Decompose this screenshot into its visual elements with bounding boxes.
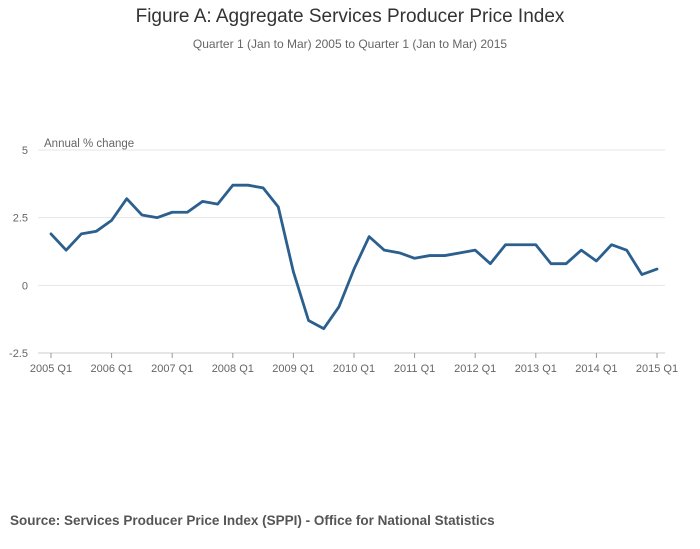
x-tick-label: 2012 Q1 xyxy=(454,363,496,375)
data-point[interactable] xyxy=(306,318,312,324)
data-point[interactable] xyxy=(93,228,99,234)
data-point[interactable] xyxy=(245,182,251,188)
x-tick-label: 2013 Q1 xyxy=(515,363,557,375)
data-point[interactable] xyxy=(230,182,236,188)
data-point[interactable] xyxy=(427,253,433,259)
data-point[interactable] xyxy=(78,231,84,237)
x-tick-label: 2005 Q1 xyxy=(30,363,72,375)
data-point[interactable] xyxy=(200,198,206,204)
series-line xyxy=(49,183,659,331)
y-tick-label: 0 xyxy=(22,280,28,292)
x-tick-label: 2011 Q1 xyxy=(394,363,435,375)
data-point[interactable] xyxy=(63,247,69,253)
data-point[interactable] xyxy=(609,242,615,248)
y-tick-label: 2.5 xyxy=(13,213,28,225)
data-point[interactable] xyxy=(578,247,584,253)
data-point[interactable] xyxy=(654,266,660,272)
data-point[interactable] xyxy=(124,196,130,202)
data-point[interactable] xyxy=(503,242,509,248)
y-tick-label: -2.5 xyxy=(9,348,28,360)
data-point[interactable] xyxy=(336,304,342,310)
data-point[interactable] xyxy=(321,326,327,332)
data-point[interactable] xyxy=(351,266,357,272)
chart-title: Figure A: Aggregate Services Producer Pr… xyxy=(135,6,565,27)
y-axis-ticks: -2.5 0 2.5 5 xyxy=(9,145,28,360)
data-point[interactable] xyxy=(184,209,190,215)
x-tick-label: 2006 Q1 xyxy=(90,363,132,375)
x-tick-label: 2009 Q1 xyxy=(272,363,314,375)
x-tick-label: 2008 Q1 xyxy=(212,363,254,375)
series-layer xyxy=(48,182,660,332)
data-point[interactable] xyxy=(366,234,372,240)
data-point[interactable] xyxy=(154,215,160,221)
y-axis-label: Annual % change xyxy=(44,138,134,150)
y-tick-label: 5 xyxy=(22,145,28,157)
x-tick-label: 2007 Q1 xyxy=(151,363,193,375)
x-tick-label: 2015 Q1 xyxy=(636,363,678,375)
data-point[interactable] xyxy=(260,185,266,191)
source-note: Source: Services Producer Price Index (S… xyxy=(10,513,495,528)
gridlines xyxy=(38,149,665,354)
data-point[interactable] xyxy=(412,255,418,261)
data-point[interactable] xyxy=(109,217,115,223)
data-point[interactable] xyxy=(593,258,599,264)
data-point[interactable] xyxy=(48,231,54,237)
data-point[interactable] xyxy=(472,247,478,253)
data-point[interactable] xyxy=(215,201,221,207)
data-point[interactable] xyxy=(518,242,524,248)
data-point[interactable] xyxy=(533,242,539,248)
data-point[interactable] xyxy=(457,250,463,256)
data-point[interactable] xyxy=(639,272,645,278)
data-point[interactable] xyxy=(548,261,554,267)
data-point[interactable] xyxy=(290,269,296,275)
x-tick-label: 2014 Q1 xyxy=(575,363,617,375)
x-tick-label: 2010 Q1 xyxy=(333,363,375,375)
data-point[interactable] xyxy=(381,247,387,253)
data-point[interactable] xyxy=(487,261,493,267)
data-point[interactable] xyxy=(396,250,402,256)
data-point[interactable] xyxy=(563,261,569,267)
data-point[interactable] xyxy=(139,212,145,218)
data-point[interactable] xyxy=(275,204,281,210)
data-point[interactable] xyxy=(624,247,630,253)
x-axis-ticks: 2005 Q1 2006 Q1 2007 Q1 2008 Q1 2009 Q1 2010 … xyxy=(30,353,678,375)
chart-subtitle: Quarter 1 (Jan to Mar) 2005 to Quarter 1… xyxy=(192,37,508,51)
data-point[interactable] xyxy=(169,209,175,215)
data-point[interactable] xyxy=(442,253,448,259)
